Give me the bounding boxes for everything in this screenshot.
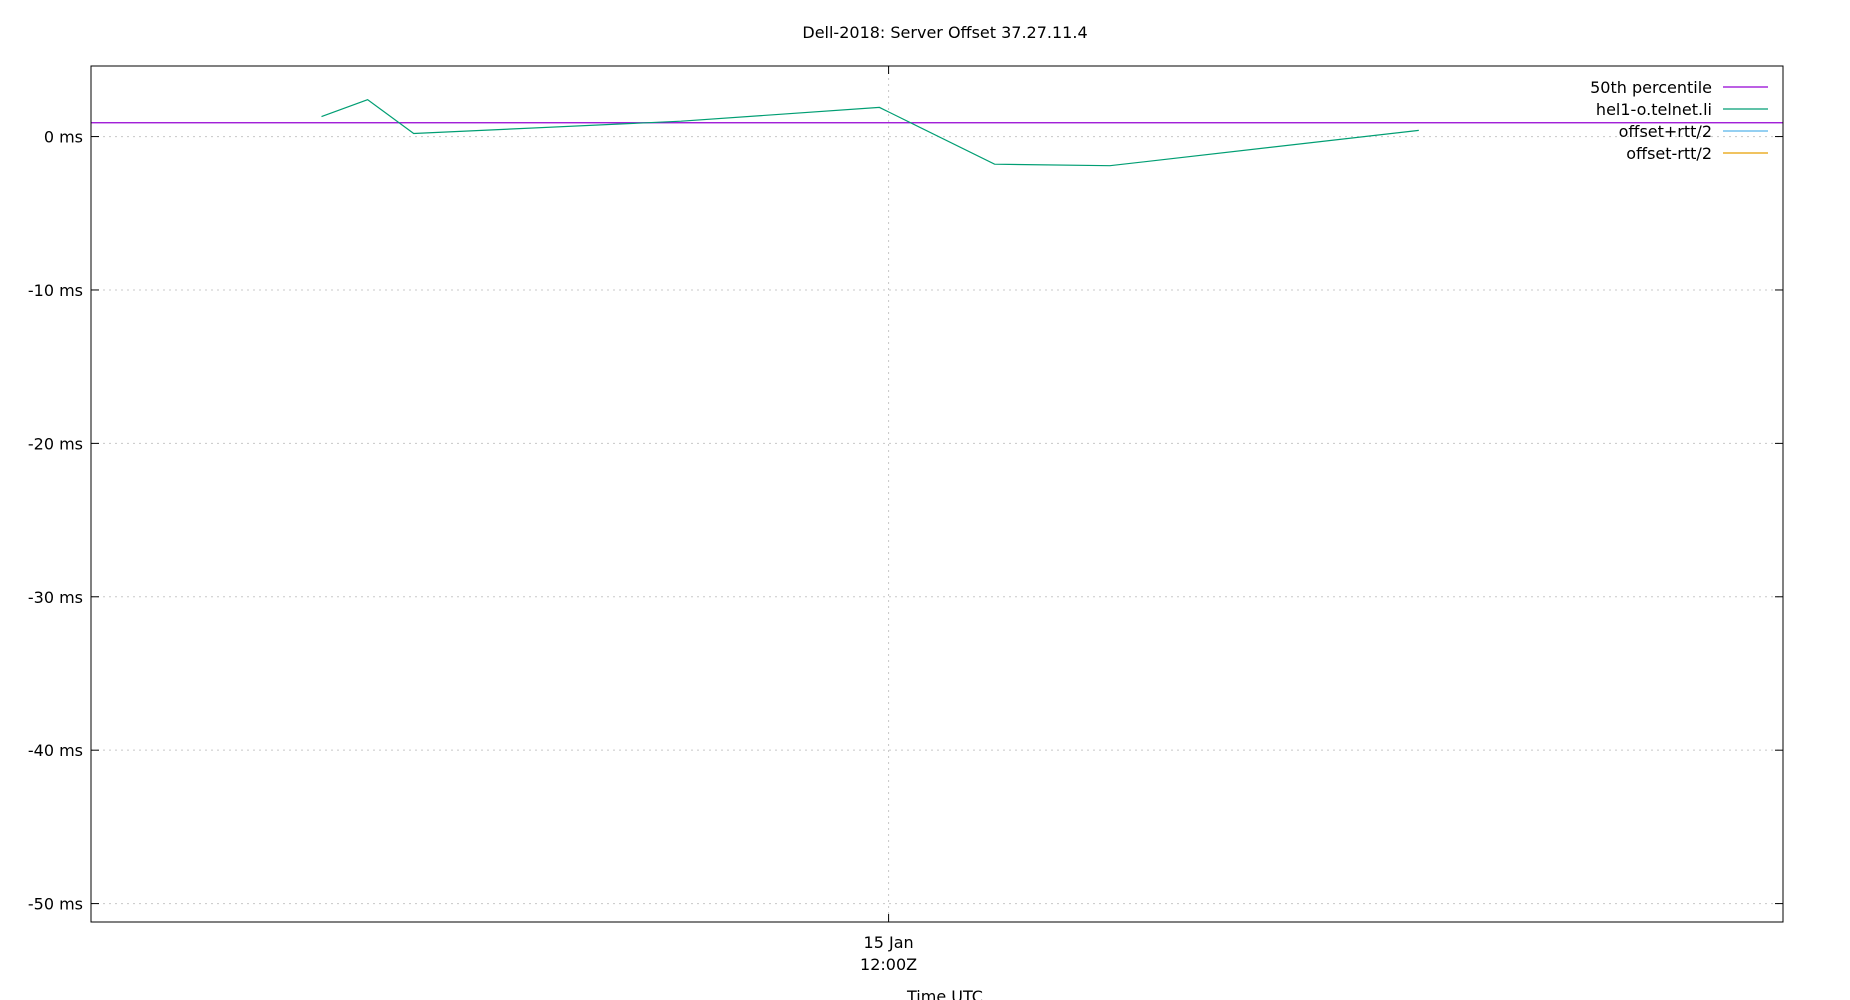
legend-label: hel1-o.telnet.li (1596, 100, 1712, 119)
legend-label: offset-rtt/2 (1626, 144, 1712, 163)
chart-title: Dell-2018: Server Offset 37.27.11.4 (802, 23, 1087, 42)
x-axis-label: Time UTC (906, 987, 983, 1000)
legend: 50th percentile hel1-o.telnet.li offset+rt… (1590, 78, 1768, 163)
legend-label: offset+rtt/2 (1619, 122, 1712, 141)
series-hel1-o-telnet-li-line (321, 99, 1419, 167)
y-tick-label: -40 ms (28, 741, 83, 760)
axis-ticks: 0 ms -10 ms -20 ms -30 ms -40 ms -50 ms 15 Jan… (28, 66, 1783, 974)
y-tick-label: 0 ms (44, 128, 83, 147)
x-tick-label-time: 12:00Z (860, 955, 917, 974)
y-tick-label: -30 ms (28, 588, 83, 607)
y-tick-label: -50 ms (28, 895, 83, 914)
y-tick-label: -10 ms (28, 281, 83, 300)
gridlines (91, 66, 1783, 922)
plot-frame (90, 65, 1784, 923)
x-tick-label-date: 15 Jan (864, 933, 914, 952)
plot-series (91, 99, 1783, 167)
y-tick-label: -20 ms (28, 434, 83, 453)
legend-label: 50th percentile (1590, 78, 1712, 97)
